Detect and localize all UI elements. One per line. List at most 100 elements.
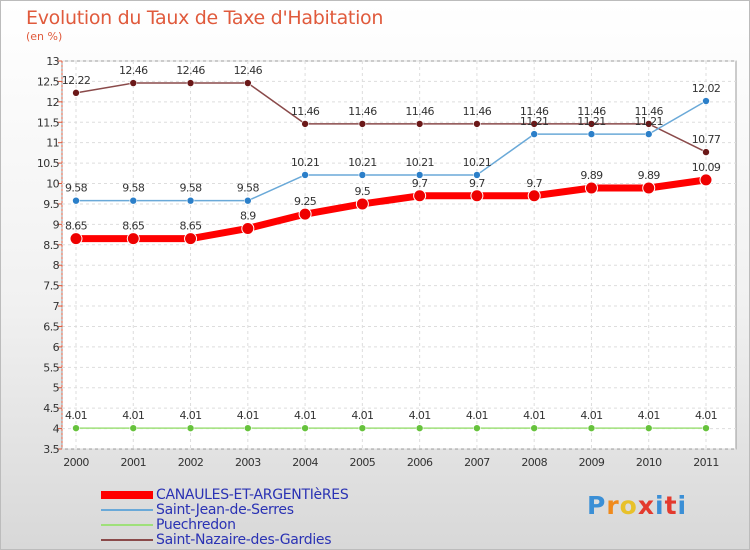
data-label: 9.25 (294, 195, 317, 208)
y-tick-label: 7.5 (43, 280, 59, 293)
data-point (186, 424, 195, 432)
data-point (644, 424, 653, 432)
x-tick-label: 2007 (464, 456, 490, 469)
data-label: 8.65 (122, 220, 145, 233)
data-point (473, 120, 481, 128)
data-label: 4.01 (409, 409, 431, 422)
y-tick-label: 6.5 (43, 320, 59, 333)
data-point (527, 189, 541, 203)
logo-letter: t (664, 491, 678, 520)
chart-title: Evolution du Taux de Taxe d'Habitation (26, 7, 384, 29)
data-label: 4.01 (294, 409, 316, 422)
data-point (473, 424, 481, 432)
data-point (355, 197, 369, 211)
data-point (184, 232, 198, 246)
data-point (72, 424, 80, 432)
legend-item: Saint-Jean-de-Serres (101, 502, 348, 518)
y-tick-label: 10.5 (37, 157, 60, 170)
data-point (244, 79, 252, 87)
data-point (241, 221, 255, 235)
y-tick-label: 5 (53, 382, 60, 395)
data-point (587, 424, 596, 432)
data-point (129, 424, 138, 432)
y-tick-label: 8 (53, 259, 60, 272)
data-point (72, 196, 80, 205)
plot-area (61, 60, 737, 450)
data-point (470, 189, 484, 203)
data-label: 9.5 (355, 185, 371, 198)
logo-letter: P (587, 491, 607, 520)
data-label: 11.46 (405, 105, 434, 118)
legend-label: Saint-Nazaire-des-Gardies (156, 531, 332, 548)
data-point (587, 130, 596, 138)
y-tick-label: 3.5 (43, 443, 59, 456)
y-tick-label: 12.5 (37, 75, 60, 88)
data-point (702, 97, 710, 105)
y-tick-label: 4 (53, 423, 60, 436)
data-label: 12.46 (119, 64, 148, 77)
data-label: 4.01 (695, 409, 717, 422)
y-tick-label: 7 (53, 300, 60, 313)
y-tick-label: 10 (46, 178, 59, 191)
data-point (244, 424, 252, 432)
data-label: 11.46 (634, 105, 663, 118)
data-point (126, 232, 140, 246)
data-label: 10.21 (405, 156, 434, 169)
x-tick-label: 2001 (120, 456, 146, 469)
data-label: 8.65 (179, 220, 202, 233)
x-tick-label: 2003 (235, 456, 261, 469)
legend-item: CANAULES-ET-ARGENTIèRES (101, 487, 349, 503)
data-label: 9.58 (65, 182, 88, 195)
data-point (301, 171, 309, 179)
data-label: 4.01 (523, 409, 545, 422)
data-point (413, 189, 427, 203)
data-label: 12.02 (692, 82, 721, 95)
data-point (358, 424, 367, 432)
data-point (702, 148, 710, 156)
data-point (473, 171, 481, 179)
logo-letter: o (619, 491, 638, 520)
series-line-0 (76, 176, 707, 243)
data-label: 10.21 (348, 156, 377, 169)
data-label: 4.01 (122, 409, 144, 422)
x-tick-label: 2002 (178, 456, 204, 469)
x-tick-label: 2008 (521, 456, 547, 469)
y-tick-label: 12 (46, 96, 59, 109)
x-tick-label: 2010 (636, 456, 662, 469)
data-label: 11.46 (291, 105, 320, 118)
legend-item: Puechredon (101, 517, 348, 533)
data-label: 4.01 (638, 409, 660, 422)
data-point (186, 196, 195, 205)
data-label: 10.09 (692, 161, 721, 174)
legend-swatch (101, 508, 153, 511)
x-tick-label: 2005 (350, 456, 376, 469)
data-point (587, 120, 596, 128)
data-point (584, 181, 598, 195)
data-label: 11.46 (520, 105, 549, 118)
data-point (72, 89, 80, 97)
data-label: 4.01 (179, 409, 201, 422)
proxiti-logo: Proxiti (587, 491, 687, 520)
data-point (699, 173, 713, 187)
data-point (301, 424, 309, 432)
y-tick-label: 11 (46, 137, 59, 150)
data-label: 12.22 (62, 74, 91, 87)
y-tick-label: 13 (46, 55, 59, 68)
data-point (129, 196, 138, 205)
data-label: 10.21 (463, 156, 492, 169)
legend-item: Saint-Nazaire-des-Gardies (101, 531, 348, 548)
data-point (415, 171, 424, 179)
data-label: 10.21 (291, 156, 320, 169)
data-label: 4.01 (237, 409, 259, 422)
data-point (358, 171, 367, 179)
x-tick-label: 2009 (579, 456, 605, 469)
data-label: 9.58 (179, 182, 202, 195)
data-label: 4.01 (466, 409, 488, 422)
legend: CANAULES-ET-ARGENTIèRES Saint-Jean-de-Ser… (101, 487, 349, 548)
data-point (298, 207, 312, 221)
x-tick-label: 2000 (63, 456, 89, 469)
data-point (301, 120, 309, 128)
data-label: 9.89 (638, 169, 661, 182)
